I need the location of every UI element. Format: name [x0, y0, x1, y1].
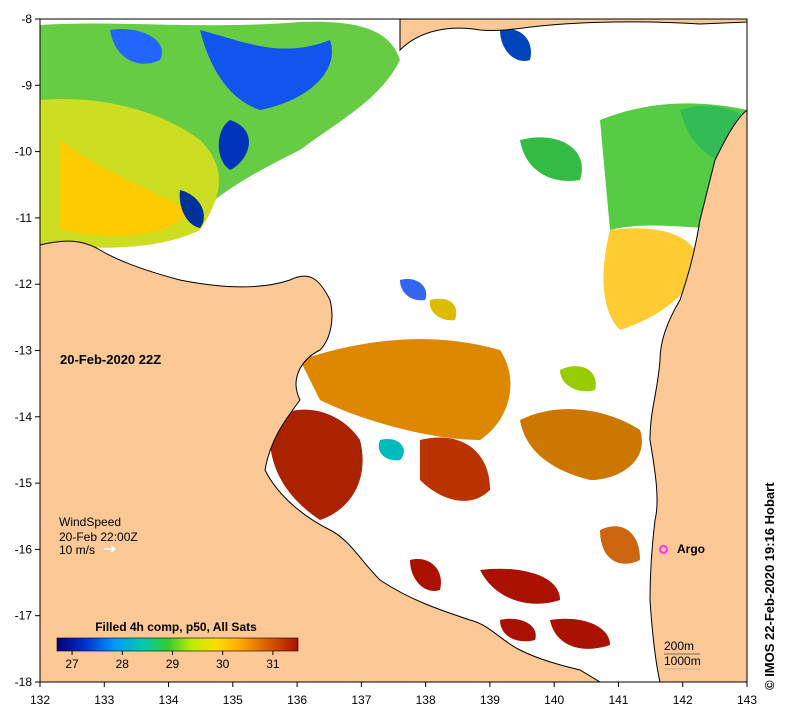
land-layer — [40, 19, 747, 682]
colorbar: Filled 4h comp, p50, All Sats 27 28 29 30 31 — [56, 620, 299, 671]
y-tick-label: -18 — [15, 675, 33, 689]
longitude-axis: 132 133 134 135 136 137 138 139 140 141 142 143 — [30, 682, 757, 707]
argo-marker: Argo — [658, 542, 705, 556]
wind-title: WindSpeed — [59, 515, 121, 529]
date-label: 20-Feb-2020 22Z — [60, 352, 161, 367]
colorbar-title: Filled 4h comp, p50, All Sats — [95, 620, 257, 634]
x-tick-label: 140 — [544, 693, 564, 707]
colorbar-tick-label: 28 — [116, 657, 130, 671]
y-tick-label: -13 — [15, 344, 33, 358]
x-tick-label: 143 — [737, 693, 757, 707]
argo-float-icon — [658, 544, 668, 554]
x-tick-label: 137 — [351, 693, 371, 707]
sst-layer — [40, 21, 747, 649]
x-tick-label: 139 — [480, 693, 500, 707]
colorbar-tick-label: 27 — [65, 657, 79, 671]
wind-legend: WindSpeed 20-Feb 22:00Z 10 m/s — [59, 515, 138, 557]
y-tick-label: -17 — [15, 609, 33, 623]
x-tick-label: 132 — [30, 693, 50, 707]
y-tick-label: -8 — [21, 12, 32, 26]
y-tick-label: -10 — [15, 145, 33, 159]
depth-200m: 200m — [664, 639, 694, 653]
depth-1000m: 1000m — [664, 654, 701, 668]
y-tick-label: -15 — [15, 476, 33, 490]
x-tick-label: 136 — [287, 693, 307, 707]
y-tick-label: -12 — [15, 277, 33, 291]
latitude-axis: -8 -9 -10 -11 -12 -13 -14 -15 -16 -17 -18 — [15, 12, 40, 689]
x-tick-label: 141 — [608, 693, 628, 707]
depth-legend: 200m 1000m — [664, 639, 701, 670]
x-tick-label: 135 — [223, 693, 243, 707]
colorbar-gradient — [56, 637, 299, 652]
credit-line: © IMOS 22-Feb-2020 19:16 Hobart — [762, 482, 777, 690]
y-tick-label: -11 — [16, 211, 33, 225]
colorbar-tick-label: 30 — [216, 657, 230, 671]
y-tick-label: -14 — [15, 410, 33, 424]
x-tick-label: 133 — [94, 693, 114, 707]
x-tick-label: 134 — [159, 693, 179, 707]
x-tick-label: 142 — [673, 693, 693, 707]
wind-time: 20-Feb 22:00Z — [59, 530, 138, 544]
argo-label: Argo — [677, 542, 705, 556]
colorbar-tick-label: 31 — [266, 657, 280, 671]
x-tick-label: 138 — [416, 693, 436, 707]
wind-scale: 10 m/s — [59, 543, 95, 557]
y-tick-label: -9 — [21, 78, 32, 92]
y-tick-label: -16 — [15, 542, 33, 556]
colorbar-tick-label: 29 — [166, 657, 180, 671]
